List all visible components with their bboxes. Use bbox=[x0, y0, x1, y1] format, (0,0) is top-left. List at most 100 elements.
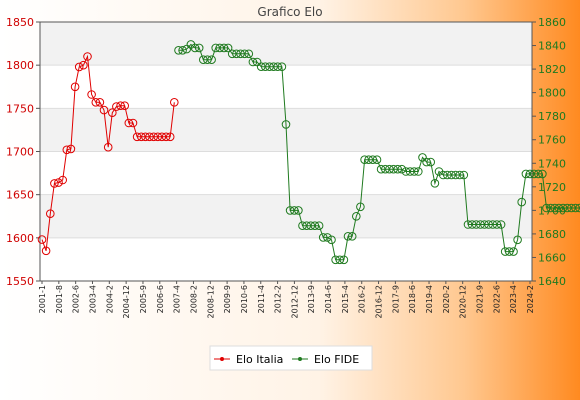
x-axis-tick-label: 2007-4 bbox=[173, 285, 182, 313]
data-point-fide bbox=[422, 157, 431, 167]
data-point-italia bbox=[120, 101, 129, 110]
data-point-italia bbox=[37, 235, 47, 244]
data-point-fide bbox=[397, 164, 407, 174]
left-axis-tick-label: 1550 bbox=[6, 275, 34, 288]
data-point-fide bbox=[443, 170, 452, 180]
data-point-fide bbox=[505, 247, 514, 256]
x-axis-tick-label: 2004-12 bbox=[122, 285, 131, 318]
right-axis-tick-label: 1740 bbox=[538, 157, 566, 170]
data-point-italia bbox=[145, 132, 154, 142]
data-point-fide bbox=[401, 167, 411, 176]
data-point-fide bbox=[248, 57, 258, 67]
plot-band bbox=[40, 194, 532, 238]
data-point-fide bbox=[492, 220, 502, 229]
right-axis-tick-label: 1840 bbox=[538, 40, 566, 53]
series-line-fide bbox=[178, 43, 580, 261]
x-axis-tick-label: 2016-2 bbox=[358, 285, 367, 313]
data-point-fide bbox=[207, 55, 216, 65]
data-point-fide bbox=[525, 169, 535, 179]
plot-band bbox=[40, 65, 532, 109]
x-axis-tick-label: 2001-8 bbox=[55, 285, 64, 313]
data-point-fide bbox=[372, 155, 382, 164]
data-point-fide bbox=[194, 43, 204, 53]
data-point-fide bbox=[562, 203, 572, 213]
data-point-fide bbox=[567, 203, 576, 213]
data-point-fide bbox=[331, 255, 340, 265]
plot-band bbox=[40, 151, 532, 195]
data-point-fide bbox=[463, 220, 473, 229]
data-point-italia bbox=[116, 101, 125, 110]
data-point-fide bbox=[521, 169, 531, 179]
data-point-fide bbox=[256, 62, 266, 71]
data-point-fide bbox=[426, 157, 436, 167]
data-point-fide bbox=[174, 46, 183, 55]
data-point-fide bbox=[236, 49, 245, 59]
right-axis-tick-label: 1860 bbox=[538, 16, 566, 29]
data-point-italia bbox=[103, 142, 113, 152]
left-axis-tick-label: 1600 bbox=[6, 232, 34, 245]
left-axis-tick-label: 1750 bbox=[6, 102, 34, 115]
x-axis-tick-label: 2008-12 bbox=[206, 285, 215, 318]
x-axis-tick-label: 2012-12 bbox=[290, 285, 299, 318]
legend-label-italia: Elo Italia bbox=[236, 353, 283, 366]
data-point-fide bbox=[405, 167, 415, 176]
data-point-fide bbox=[190, 43, 200, 53]
x-axis-tick-label: 2008-2 bbox=[189, 285, 198, 313]
x-axis-tick-label: 2015-4 bbox=[341, 285, 350, 313]
data-point-italia bbox=[165, 132, 175, 142]
data-point-fide bbox=[467, 220, 477, 229]
data-point-fide bbox=[471, 220, 481, 229]
data-point-italia bbox=[54, 178, 63, 187]
x-axis-tick-label: 2003-4 bbox=[88, 285, 97, 313]
x-axis-tick-label: 2017-9 bbox=[391, 285, 400, 313]
data-point-fide bbox=[488, 220, 498, 229]
data-point-fide bbox=[554, 203, 564, 213]
data-point-fide bbox=[451, 170, 460, 180]
x-axis-tick-label: 2022-6 bbox=[492, 285, 501, 313]
legend-marker-italia bbox=[220, 357, 224, 361]
data-point-fide bbox=[227, 49, 237, 59]
data-point-fide bbox=[265, 62, 274, 71]
data-point-fide bbox=[219, 43, 229, 53]
x-axis-tick-label: 2018-6 bbox=[408, 285, 417, 313]
x-axis-tick-label: 2013-9 bbox=[307, 285, 316, 313]
data-point-fide bbox=[534, 169, 543, 179]
x-axis-tick-label: 2023-4 bbox=[509, 285, 518, 313]
data-point-fide bbox=[269, 62, 278, 71]
data-point-italia bbox=[137, 132, 146, 142]
data-point-italia bbox=[91, 98, 101, 107]
right-axis-tick-label: 1780 bbox=[538, 110, 566, 123]
x-axis-tick-label: 2005-9 bbox=[139, 285, 148, 313]
data-point-fide bbox=[306, 221, 316, 230]
data-point-italia bbox=[79, 60, 88, 70]
data-point-fide bbox=[546, 203, 556, 213]
data-point-fide bbox=[335, 255, 345, 265]
data-point-italia bbox=[95, 98, 105, 107]
data-point-italia bbox=[58, 175, 68, 185]
data-point-italia bbox=[161, 132, 171, 142]
x-axis-tick-label: 2011-4 bbox=[257, 285, 266, 313]
data-point-fide bbox=[484, 220, 493, 229]
data-point-italia bbox=[141, 132, 150, 142]
data-point-fide bbox=[455, 170, 465, 180]
data-point-fide bbox=[261, 62, 270, 71]
x-axis-tick-label: 2020-2 bbox=[442, 285, 451, 313]
data-point-fide bbox=[364, 155, 374, 164]
data-point-fide bbox=[327, 235, 336, 245]
data-point-fide bbox=[538, 169, 547, 179]
data-point-fide bbox=[240, 49, 249, 59]
data-point-fide bbox=[381, 164, 390, 174]
right-axis-tick-label: 1760 bbox=[538, 134, 566, 147]
data-point-fide bbox=[480, 220, 489, 229]
right-axis-tick-label: 1680 bbox=[538, 228, 566, 241]
data-point-fide bbox=[302, 221, 312, 230]
chart-legend: Elo Italia Elo FIDE bbox=[209, 345, 373, 371]
x-axis-tick-label: 2004-2 bbox=[105, 285, 114, 313]
data-point-fide bbox=[211, 43, 220, 53]
data-point-italia bbox=[108, 108, 117, 117]
data-point-italia bbox=[112, 102, 121, 111]
data-point-fide bbox=[277, 62, 287, 71]
data-point-fide bbox=[347, 232, 357, 241]
data-point-fide bbox=[323, 233, 332, 242]
